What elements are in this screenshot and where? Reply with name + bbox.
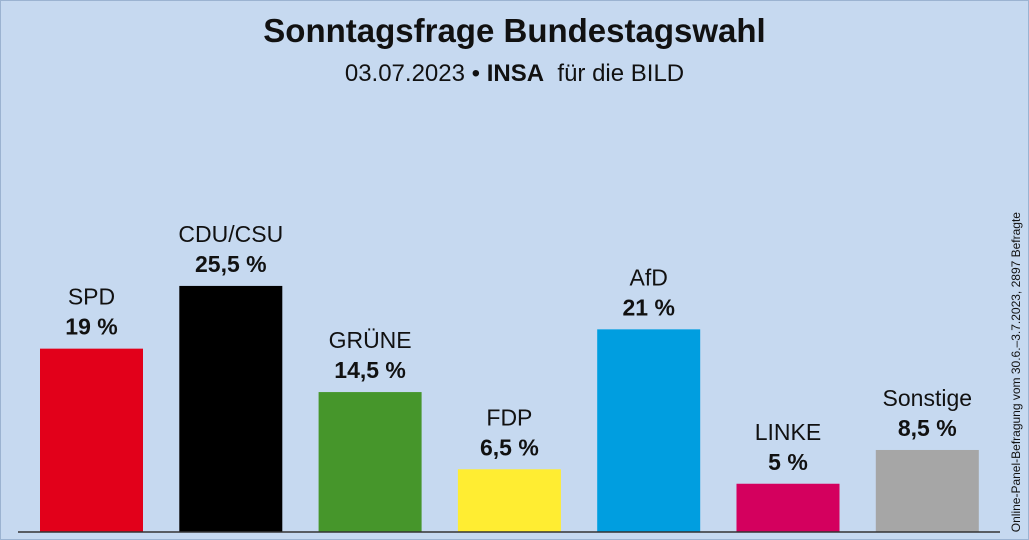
category-label-fdp: FDP — [486, 404, 532, 430]
bar-fdp — [457, 469, 561, 532]
bar-afd — [597, 329, 701, 532]
bars-group: 19 % SPD 25,5 % CDU/CSU 14,5 % GRÜNE 6,5 % FDP 2… — [40, 221, 979, 532]
poll-institute: INSA — [486, 60, 545, 87]
bar-gr-ne — [318, 392, 422, 532]
chart-subtitle: 03.07.2023 • INSA für die BILD — [0, 60, 1029, 88]
category-label-sonstige: Sonstige — [883, 385, 973, 411]
value-label-fdp: 6,5 % — [480, 434, 539, 460]
category-label-linke: LINKE — [755, 419, 821, 445]
bar-sonstige — [875, 449, 979, 532]
value-label-gr-ne: 14,5 % — [334, 357, 406, 383]
subtitle-separator: • — [471, 60, 481, 87]
value-label-cdu-csu: 25,5 % — [195, 251, 267, 277]
bar-spd — [40, 348, 143, 532]
bar-cdu-csu — [179, 285, 283, 532]
chart-title: Sonntagsfrage Bundestagswahl — [263, 12, 766, 49]
value-label-spd: 19 % — [65, 314, 117, 340]
category-label-gr-ne: GRÜNE — [329, 327, 412, 353]
category-label-cdu-csu: CDU/CSU — [178, 221, 283, 247]
bar-linke — [736, 483, 840, 532]
value-label-linke: 5 % — [768, 449, 808, 475]
category-label-spd: SPD — [68, 284, 115, 310]
value-label-sonstige: 8,5 % — [898, 415, 957, 441]
poll-client: für die BILD — [557, 60, 685, 87]
category-label-afd: AfD — [630, 264, 668, 290]
survey-note: Online-Panel-Befragung vom 30.6.–3.7.202… — [1009, 211, 1023, 532]
poll-date: 03.07.2023 — [344, 60, 465, 87]
value-label-afd: 21 % — [622, 294, 674, 320]
